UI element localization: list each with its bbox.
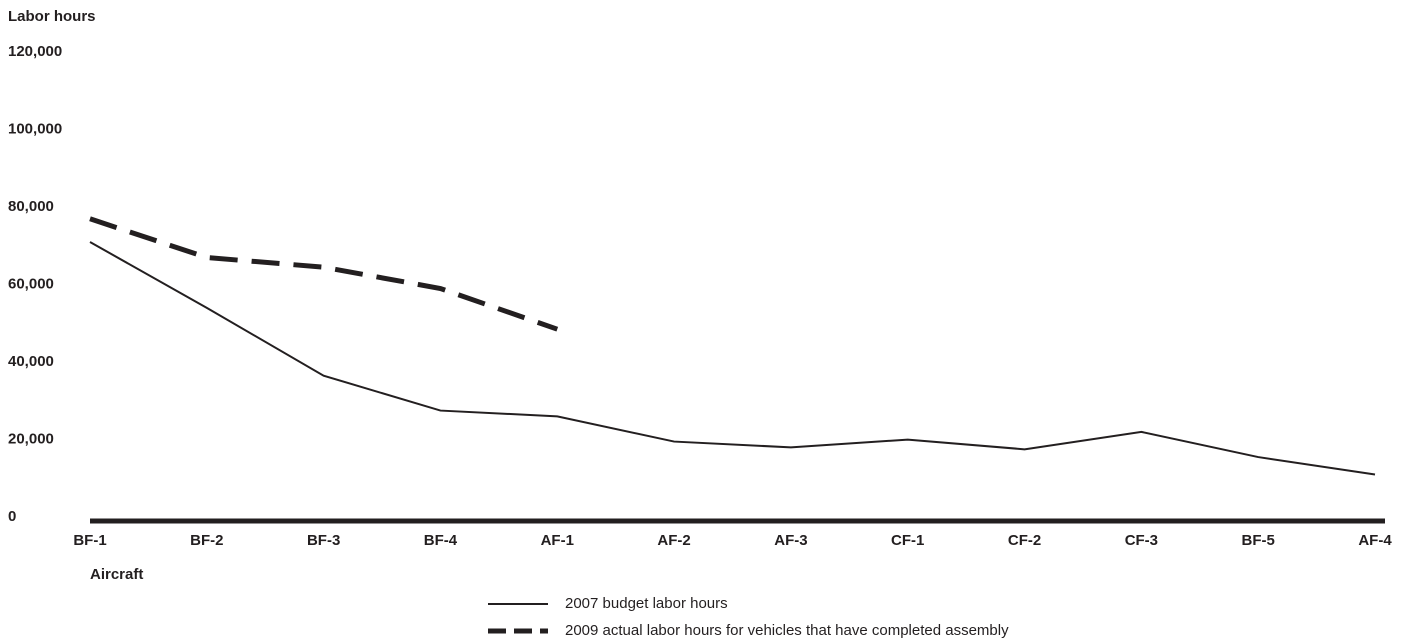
line-series — [89, 241, 1376, 476]
y-tick-label: 40,000 — [8, 353, 54, 370]
x-tick-label: CF-3 — [1125, 532, 1158, 549]
legend-label: 2009 actual labor hours for vehicles tha… — [565, 622, 1009, 639]
x-tick-label: CF-1 — [891, 532, 924, 549]
legend-label: 2007 budget labor hours — [565, 595, 728, 612]
y-tick-label: 120,000 — [8, 43, 62, 60]
y-axis-label: Labor hours — [8, 8, 96, 25]
x-tick-label: AF-2 — [657, 532, 690, 549]
x-axis-label: Aircraft — [90, 566, 143, 583]
x-tick-label: AF-3 — [774, 532, 807, 549]
y-tick-label: 60,000 — [8, 275, 54, 292]
y-tick-label: 20,000 — [8, 430, 54, 447]
x-tick-label: CF-2 — [1008, 532, 1041, 549]
x-tick-label: BF-5 — [1242, 532, 1275, 549]
line-series — [89, 216, 559, 332]
y-tick-label: 0 — [8, 508, 16, 525]
x-tick-label: BF-4 — [424, 532, 458, 549]
y-tick-label: 100,000 — [8, 120, 62, 137]
x-tick-label: AF-1 — [541, 532, 574, 549]
x-tick-label: BF-3 — [307, 532, 340, 549]
x-tick-label: AF-4 — [1358, 532, 1392, 549]
x-tick-label: BF-2 — [190, 532, 223, 549]
x-tick-label: BF-1 — [73, 532, 106, 549]
y-tick-label: 80,000 — [8, 198, 54, 215]
